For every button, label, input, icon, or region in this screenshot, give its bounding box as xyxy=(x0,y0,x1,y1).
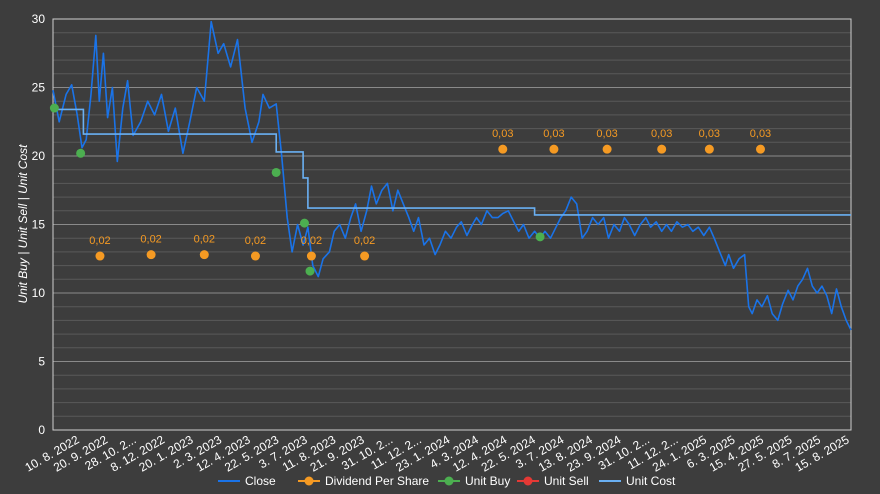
plot-border xyxy=(52,18,852,431)
dividend-point xyxy=(199,250,209,260)
dividend-point xyxy=(602,144,612,154)
dividend-label: 0,02 xyxy=(354,235,375,247)
series-close xyxy=(52,20,852,331)
y-tick-label: 10 xyxy=(32,286,46,300)
plot-area xyxy=(52,18,852,431)
unit-buy-point xyxy=(535,232,545,242)
dividend-point xyxy=(755,144,765,154)
dividend-label: 0,03 xyxy=(651,128,672,140)
y-tick-label: 25 xyxy=(32,81,46,95)
unit-buy-point xyxy=(299,218,309,228)
legend-swatch-buy xyxy=(444,476,454,486)
y-tick-label: 30 xyxy=(32,12,46,26)
y-tick-label: 20 xyxy=(32,149,46,163)
y-tick-label: 5 xyxy=(38,355,45,369)
y-axis: 0 5 10 15 20 25 30 xyxy=(32,12,46,437)
dividend-label: 0,02 xyxy=(140,234,161,246)
unit-buy-point xyxy=(271,167,281,177)
legend: Close Dividend Per Share Unit Buy Unit Sell… xyxy=(218,474,676,488)
legend-label-dividend: Dividend Per Share xyxy=(325,474,429,488)
dividend-point xyxy=(146,250,156,260)
y-tick-label: 0 xyxy=(38,423,45,437)
dividend-point xyxy=(549,144,559,154)
dividend-label: 0,03 xyxy=(492,128,513,140)
legend-label-buy: Unit Buy xyxy=(465,474,510,488)
series-unit-cost xyxy=(53,108,851,216)
dividend-point xyxy=(704,144,714,154)
legend-label-close: Close xyxy=(245,474,276,488)
unit-buy-point xyxy=(76,148,86,158)
y-axis-title: Unit Buy | Unit Sell | Unit Cost xyxy=(16,144,30,304)
series-dividend-per-share: 0,02 0,02 0,02 0,02 0,02 0,02 0,03 0,03 0,03 0,03… xyxy=(89,128,771,261)
dividend-label: 0,03 xyxy=(543,128,564,140)
dividend-point xyxy=(95,251,105,261)
gridlines xyxy=(53,32,851,417)
dividend-label: 0,03 xyxy=(596,128,617,140)
close-line xyxy=(52,20,852,331)
unit-cost-line xyxy=(53,108,851,216)
dividend-point xyxy=(360,251,370,261)
y-tick-label: 15 xyxy=(32,218,46,232)
dividend-point xyxy=(657,144,667,154)
dividend-label: 0,02 xyxy=(194,234,215,246)
legend-label-sell: Unit Sell xyxy=(544,474,589,488)
dividend-label: 0,03 xyxy=(699,128,720,140)
legend-swatch-sell xyxy=(523,476,533,486)
dividend-point xyxy=(498,144,508,154)
dividend-label: 0,03 xyxy=(750,128,771,140)
series-unit-buy xyxy=(49,103,545,276)
dividend-label: 0,02 xyxy=(89,235,110,247)
dividend-label: 0,02 xyxy=(245,235,266,247)
dividend-point xyxy=(250,251,260,261)
legend-swatch-dividend xyxy=(304,476,314,486)
dividend-point xyxy=(306,251,316,261)
dividend-label: 0,02 xyxy=(301,235,322,247)
legend-label-cost: Unit Cost xyxy=(626,474,676,488)
unit-buy-point xyxy=(305,266,315,276)
unit-buy-point xyxy=(49,103,59,113)
